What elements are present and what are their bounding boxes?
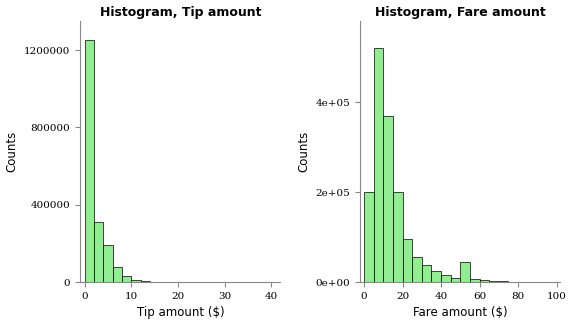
X-axis label: Tip amount ($): Tip amount ($) (137, 306, 224, 319)
Bar (150, 281, 160, 282)
Bar (383, 116, 393, 282)
Bar (431, 271, 441, 282)
Bar (460, 262, 470, 282)
Bar (85, 40, 94, 282)
Bar (141, 281, 150, 282)
Bar (489, 281, 499, 282)
Bar (470, 279, 479, 282)
Bar (412, 257, 422, 282)
X-axis label: Fare amount ($): Fare amount ($) (413, 306, 507, 319)
Bar (374, 48, 383, 282)
Bar (104, 245, 113, 282)
Bar (113, 267, 122, 282)
Bar (94, 222, 104, 282)
Bar (441, 275, 451, 282)
Bar (132, 280, 141, 282)
Bar (122, 276, 132, 282)
Y-axis label: Counts: Counts (297, 131, 310, 172)
Y-axis label: Counts: Counts (6, 131, 18, 172)
Title: Histogram, Tip amount: Histogram, Tip amount (100, 6, 261, 19)
Bar (403, 240, 412, 282)
Bar (479, 280, 489, 282)
Bar (499, 281, 509, 282)
Bar (393, 192, 403, 282)
Title: Histogram, Fare amount: Histogram, Fare amount (375, 6, 546, 19)
Bar (364, 192, 374, 282)
Bar (422, 265, 431, 282)
Bar (451, 278, 460, 282)
